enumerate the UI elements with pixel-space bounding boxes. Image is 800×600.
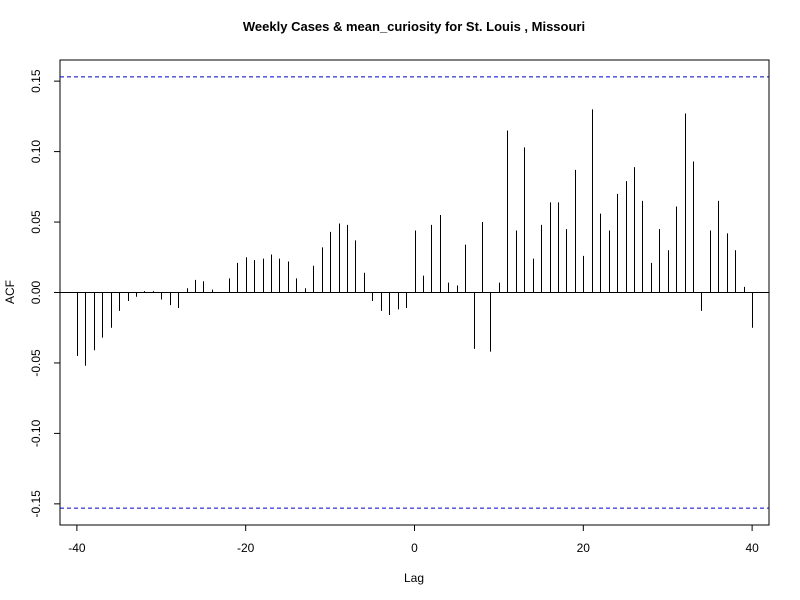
x-tick-label: 40 — [745, 541, 759, 555]
x-tick-label: 20 — [577, 541, 591, 555]
y-tick-label: 0.15 — [29, 69, 43, 93]
y-tick-label: -0.15 — [29, 490, 43, 518]
x-axis-label: Lag — [404, 571, 424, 585]
y-tick-label: 0.05 — [29, 210, 43, 234]
x-tick-label: 0 — [411, 541, 418, 555]
chart-title: Weekly Cases & mean_curiosity for St. Lo… — [243, 19, 585, 34]
y-tick-label: 0.00 — [29, 280, 43, 304]
y-axis-label: ACF — [3, 280, 17, 304]
y-tick-label: 0.10 — [29, 140, 43, 164]
x-tick-label: -40 — [68, 541, 86, 555]
x-tick-label: -20 — [237, 541, 255, 555]
y-tick-label: -0.10 — [29, 419, 43, 447]
y-tick-label: -0.05 — [29, 349, 43, 377]
